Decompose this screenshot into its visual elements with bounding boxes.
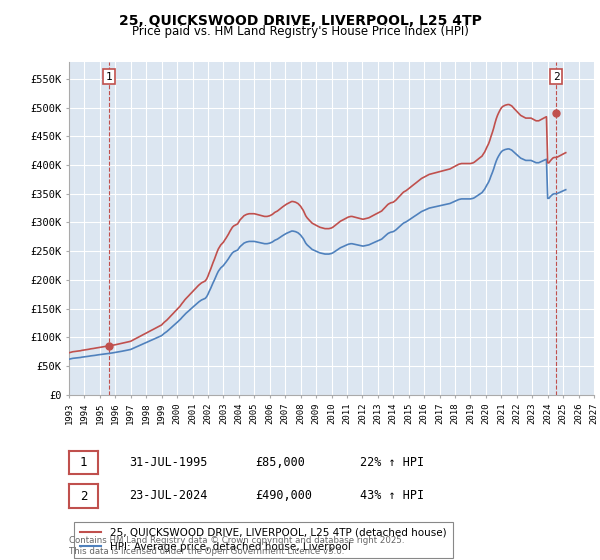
Text: £490,000: £490,000 <box>255 489 312 502</box>
Text: 23-JUL-2024: 23-JUL-2024 <box>129 489 208 502</box>
Text: 22% ↑ HPI: 22% ↑ HPI <box>360 455 424 469</box>
Text: 31-JUL-1995: 31-JUL-1995 <box>129 455 208 469</box>
Text: Contains HM Land Registry data © Crown copyright and database right 2025.
This d: Contains HM Land Registry data © Crown c… <box>69 536 404 556</box>
Text: Price paid vs. HM Land Registry's House Price Index (HPI): Price paid vs. HM Land Registry's House … <box>131 25 469 38</box>
Text: 43% ↑ HPI: 43% ↑ HPI <box>360 489 424 502</box>
Text: 25, QUICKSWOOD DRIVE, LIVERPOOL, L25 4TP: 25, QUICKSWOOD DRIVE, LIVERPOOL, L25 4TP <box>119 14 481 28</box>
Text: 2: 2 <box>80 489 87 503</box>
Text: 1: 1 <box>80 456 87 469</box>
Text: 2: 2 <box>553 72 560 82</box>
Text: 1: 1 <box>106 72 112 82</box>
Text: £85,000: £85,000 <box>255 455 305 469</box>
Legend: 25, QUICKSWOOD DRIVE, LIVERPOOL, L25 4TP (detached house), HPI: Average price, d: 25, QUICKSWOOD DRIVE, LIVERPOOL, L25 4TP… <box>74 521 452 558</box>
